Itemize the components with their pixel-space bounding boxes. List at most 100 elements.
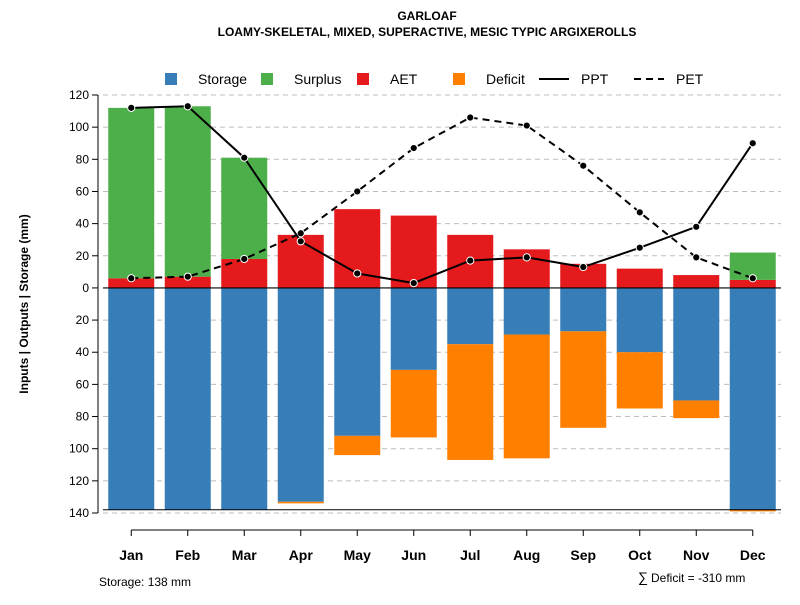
x-tick-label: Mar (232, 547, 257, 563)
pet-point (409, 143, 418, 153)
legend-label: Storage (198, 71, 247, 87)
y-tick-label: 40 (76, 217, 90, 231)
axes: 120 100 80 60 40 20 0 20 40 60 80 100 120 140 Jan Feb Ma… (69, 88, 781, 563)
legend-swatch (453, 73, 465, 85)
storage-bar (164, 287, 211, 510)
y-tick-label: 120 (69, 88, 89, 102)
pet-point (353, 187, 362, 196)
x-tick-label: Jan (119, 547, 143, 563)
aet-bar (164, 276, 211, 288)
legend-label: Deficit (486, 71, 525, 87)
pet-point (748, 274, 757, 283)
y-tick-label: 20 (76, 249, 90, 263)
chart-subtitle: LOAMY-SKELETAL, MIXED, SUPERACTIVE, MESI… (218, 25, 637, 39)
storage-bar (560, 287, 607, 332)
storage-bar (447, 287, 494, 345)
pet-point (635, 208, 644, 217)
storage-bar (277, 287, 324, 502)
pet-point (692, 253, 701, 262)
ppt-point (409, 279, 418, 288)
deficit-bar (673, 400, 720, 419)
legend-swatch (165, 73, 177, 85)
pet-point (183, 272, 192, 281)
ppt-point (240, 153, 249, 162)
ppt-point (522, 253, 531, 262)
aet-bar (673, 275, 720, 288)
ppt-point (635, 243, 644, 252)
y-tick-label: 120 (69, 474, 89, 488)
legend-label: Surplus (294, 71, 341, 87)
x-tick-label: Dec (740, 547, 766, 563)
pet-line (131, 116, 754, 280)
x-tick-label: Aug (513, 547, 540, 563)
storage-bar (673, 287, 720, 401)
ppt-point (127, 103, 136, 112)
x-tick-label: Sep (570, 547, 596, 563)
ppt-point (353, 269, 362, 278)
aet-bar (108, 278, 155, 288)
y-tick-label: 100 (69, 442, 89, 456)
legend: Storage Surplus AET Deficit PPT PET (165, 71, 704, 87)
deficit-note: Deficit = -310 mm (651, 571, 745, 585)
x-tick-label: Oct (628, 547, 652, 563)
deficit-bar (334, 435, 381, 456)
deficit-bar (277, 501, 324, 504)
pet-point (579, 161, 588, 170)
deficit-bar (616, 352, 663, 409)
ppt-point (466, 256, 475, 265)
storage-bar (390, 287, 437, 370)
pet-point (296, 229, 305, 238)
x-tick-label: Jul (460, 547, 480, 563)
y-axis-label: Inputs | Outputs | Storage (mm) (17, 214, 31, 393)
legend-swatch (261, 73, 273, 85)
storage-bar (503, 287, 550, 335)
ppt-point (296, 237, 305, 246)
deficit-bar (503, 334, 550, 459)
chart-title: GARLOAF (397, 9, 456, 23)
storage-bar (221, 287, 268, 510)
y-tick-label: 100 (69, 120, 89, 134)
y-tick-label: 140 (69, 506, 89, 520)
storage-bar (108, 287, 155, 510)
ppt-line (131, 105, 754, 285)
surplus-bar (108, 107, 155, 279)
series-lines (127, 102, 757, 288)
x-tick-label: May (344, 547, 371, 563)
surplus-bar (221, 157, 268, 259)
deficit-bar (390, 369, 437, 438)
x-tick-label: Apr (289, 547, 314, 563)
pet-point (127, 274, 136, 283)
surplus-bar (164, 106, 211, 277)
deficit-bar (729, 509, 776, 512)
x-tick-label: Jun (401, 547, 426, 563)
pet-point (466, 113, 475, 122)
legend-label: PPT (581, 71, 609, 87)
y-tick-label: 20 (76, 313, 90, 327)
storage-bar (616, 287, 663, 353)
ppt-point (183, 102, 192, 111)
aet-bar (390, 215, 437, 288)
y-tick-label: 80 (76, 152, 90, 166)
y-tick-label: 0 (82, 281, 89, 295)
y-tick-label: 40 (76, 345, 90, 359)
legend-swatch (357, 73, 369, 85)
ppt-point (692, 222, 701, 231)
aet-bar (616, 268, 663, 288)
aet-bar (729, 279, 776, 288)
bars (108, 106, 776, 512)
ppt-point (579, 262, 588, 272)
pet-point (522, 121, 531, 130)
y-tick-label: 80 (76, 410, 90, 424)
y-tick-label: 60 (76, 377, 90, 391)
ppt-point (748, 139, 757, 148)
gridlines (103, 94, 781, 514)
y-tick-label: 60 (76, 184, 90, 198)
deficit-bar (447, 344, 494, 460)
pet-point (240, 254, 249, 264)
sigma-symbol: ∑ (638, 569, 648, 585)
x-tick-label: Nov (683, 547, 710, 563)
legend-label: PET (676, 71, 704, 87)
storage-note: Storage: 138 mm (99, 575, 191, 589)
